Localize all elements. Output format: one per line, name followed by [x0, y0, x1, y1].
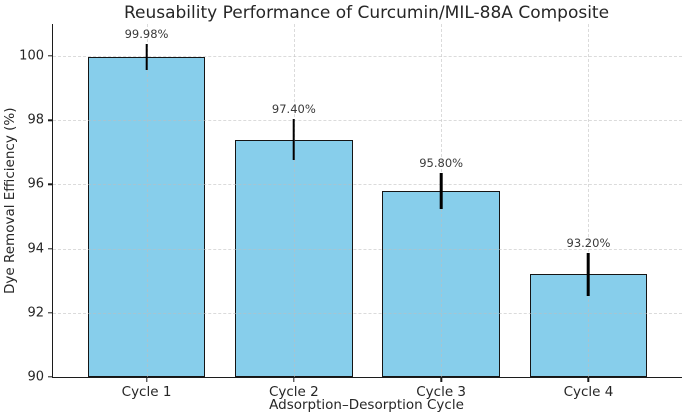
- y-tick-mark: [48, 247, 53, 250]
- x-tick-mark: [587, 377, 590, 382]
- y-tick-label: 90: [27, 369, 44, 385]
- bar-value-label: 97.40%: [271, 101, 316, 116]
- x-tick-label: Cycle 3: [416, 384, 467, 400]
- bar: [382, 190, 501, 377]
- x-tick-label: Cycle 4: [563, 384, 614, 400]
- y-tick-label: 94: [27, 241, 44, 257]
- error-bar: [587, 252, 590, 297]
- y-tick-mark: [48, 55, 53, 57]
- error-bar: [145, 43, 148, 70]
- x-tick-mark: [145, 377, 148, 382]
- x-axis-title: Adsorption–Desorption Cycle: [269, 397, 464, 413]
- y-tick-label: 96: [27, 176, 44, 192]
- bar: [87, 56, 206, 377]
- y-tick-mark: [48, 183, 53, 186]
- y-tick-label: 98: [27, 112, 44, 128]
- chart-title: Reusability Performance of Curcumin/MIL-…: [123, 3, 610, 23]
- x-tick-label: Cycle 2: [268, 384, 319, 400]
- y-tick-label: 100: [19, 48, 44, 64]
- bar: [234, 139, 353, 377]
- bar-value-label: 99.98%: [124, 26, 169, 41]
- x-tick-mark: [440, 377, 442, 382]
- x-tick-mark: [293, 377, 295, 382]
- error-bar: [292, 118, 296, 161]
- bar-value-label: 95.80%: [419, 156, 464, 171]
- error-bar: [439, 173, 443, 209]
- bar-value-label: 93.20%: [566, 235, 611, 250]
- x-tick-label: Cycle 1: [121, 384, 172, 400]
- y-axis-title: Dye Removal Efficiency (%): [2, 107, 18, 294]
- y-tick-mark: [48, 119, 53, 121]
- plot-area: 90 92 94 96 98 100 Cycle 1 99.98% Cycle 2 97.40% C…: [19, 24, 682, 400]
- y-tick-label: 92: [27, 305, 44, 321]
- y-tick-mark: [48, 312, 53, 314]
- y-tick-mark: [48, 376, 53, 378]
